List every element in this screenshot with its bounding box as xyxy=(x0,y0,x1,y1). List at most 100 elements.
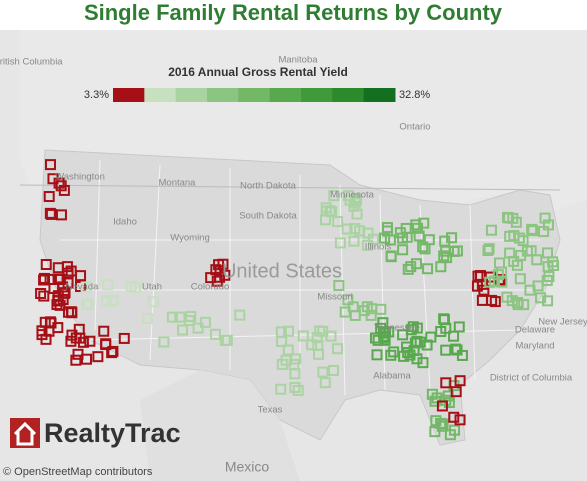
place-label: North Dakota xyxy=(240,181,297,192)
place-label: Colorado xyxy=(191,282,230,293)
county-marker xyxy=(483,243,495,255)
county-marker xyxy=(421,339,433,351)
county-marker xyxy=(209,328,221,340)
county-marker xyxy=(101,295,113,307)
county-marker xyxy=(44,207,56,219)
county-marker xyxy=(488,275,500,287)
county-marker xyxy=(43,191,55,203)
county-marker xyxy=(407,321,419,333)
county-marker xyxy=(326,206,338,218)
county-marker xyxy=(45,208,57,220)
county-marker xyxy=(166,311,178,323)
county-marker xyxy=(44,316,56,328)
county-marker xyxy=(331,343,343,355)
county-marker xyxy=(410,258,422,270)
logo-text: RealtyTrac xyxy=(44,418,181,448)
county-marker xyxy=(448,411,460,423)
map-labels: British Columbia Manitoba Ontario Washingto… xyxy=(0,55,587,475)
county-marker xyxy=(422,263,434,275)
county-marker xyxy=(84,335,96,347)
county-marker xyxy=(276,358,288,370)
county-marker xyxy=(72,348,84,360)
county-marker xyxy=(378,332,390,344)
county-marker xyxy=(38,272,50,284)
county-marker xyxy=(539,212,551,224)
county-marker xyxy=(65,335,77,347)
county-marker xyxy=(332,216,344,228)
county-marker xyxy=(106,347,118,359)
logo-house xyxy=(13,421,37,446)
legend-title: 2016 Annual Gross Rental Yield xyxy=(168,65,348,79)
county-marker xyxy=(440,245,452,257)
county-marker xyxy=(98,325,110,337)
county-marker xyxy=(482,245,494,257)
place-label: Ontario xyxy=(399,122,430,133)
county-marker xyxy=(221,334,233,346)
county-marker xyxy=(147,296,159,308)
county-marker xyxy=(40,259,52,271)
county-marker xyxy=(412,222,424,234)
county-marker xyxy=(327,364,339,376)
county-marker xyxy=(348,235,360,247)
county-marker xyxy=(436,400,448,412)
legend-swatch xyxy=(113,88,145,102)
country-label: United States xyxy=(222,260,342,282)
county-marker xyxy=(292,384,304,396)
county-marker xyxy=(485,224,497,236)
county-marker xyxy=(333,279,345,291)
legend-max: 32.8% xyxy=(399,89,430,101)
county-marker xyxy=(142,313,154,325)
title: Single Family Rental Returns by County xyxy=(84,0,503,25)
county-marker xyxy=(448,330,460,342)
county-marker xyxy=(435,325,447,337)
county-marker xyxy=(474,270,486,282)
county-marker xyxy=(450,386,462,398)
county-marker xyxy=(514,273,526,285)
county-marker xyxy=(334,237,346,249)
place-label: Alabama xyxy=(373,371,411,382)
place-label: Mexico xyxy=(225,459,270,475)
county-marker xyxy=(158,336,170,348)
county-marker xyxy=(394,227,406,239)
county-marker xyxy=(454,375,466,387)
place-label: Montana xyxy=(159,178,197,189)
county-marker xyxy=(527,225,539,237)
county-marker xyxy=(385,250,397,262)
county-marker xyxy=(219,269,231,281)
county-marker xyxy=(542,261,554,273)
place-label: South Dakota xyxy=(239,211,297,222)
legend-swatch xyxy=(332,88,365,102)
border-line xyxy=(19,184,561,191)
county-marker xyxy=(443,397,455,409)
county-marker xyxy=(417,241,429,253)
county-marker xyxy=(319,377,331,389)
county-marker xyxy=(381,222,393,234)
county-marker xyxy=(444,429,456,441)
county-marker xyxy=(526,223,538,235)
county-marker xyxy=(118,332,130,344)
county-marker xyxy=(100,339,112,351)
county-marker xyxy=(368,233,380,245)
county-marker xyxy=(388,346,400,358)
county-marker xyxy=(289,381,301,393)
county-marker xyxy=(402,263,414,275)
county-marker xyxy=(275,326,287,338)
county-marker xyxy=(531,254,543,266)
county-marker xyxy=(453,321,465,333)
county-marker xyxy=(371,349,383,361)
county-marker xyxy=(102,279,114,291)
county-marker xyxy=(80,281,92,293)
place-label: Maryland xyxy=(515,341,554,352)
county-marker xyxy=(354,225,366,237)
county-marker xyxy=(362,239,374,251)
county-marker xyxy=(454,414,466,426)
county-marker xyxy=(234,309,246,321)
place-label: Wyoming xyxy=(170,233,210,244)
county-marker xyxy=(36,329,48,341)
county-marker xyxy=(44,273,56,285)
legend-swatch xyxy=(238,88,271,102)
county-marker xyxy=(66,329,78,341)
county-marker xyxy=(397,244,409,256)
county-marker xyxy=(52,290,64,302)
